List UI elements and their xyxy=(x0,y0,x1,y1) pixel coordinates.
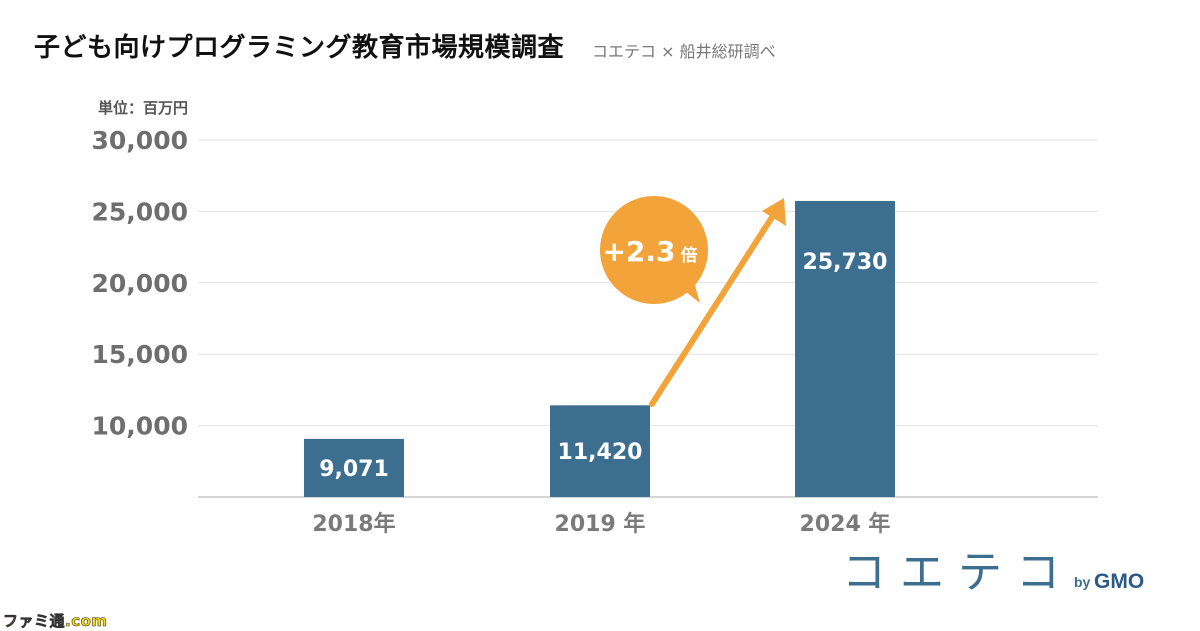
x-tick-label: 2024 年 xyxy=(800,511,891,537)
y-tick-label: 20,000 xyxy=(92,269,188,298)
watermark: ファミ通.com xyxy=(3,612,108,631)
y-tick-label: 15,000 xyxy=(92,340,188,369)
growth-badge xyxy=(600,196,708,304)
bar xyxy=(550,405,650,497)
source-note: コエテコ × 船井総研調べ xyxy=(592,42,776,61)
bar xyxy=(304,438,404,497)
bar-value-label: 11,420 xyxy=(558,440,643,465)
growth-badge-text: +2.3 倍 xyxy=(602,235,697,268)
page-title: 子ども向けプログラミング教育市場規模調査 xyxy=(34,33,565,63)
y-axis-ticks: 10,000 15,000 20,000 25,000 30,000 xyxy=(92,126,188,441)
y-tick-label: 25,000 xyxy=(92,197,188,226)
y-tick-label: 30,000 xyxy=(92,126,188,155)
bar-value-label: 25,730 xyxy=(803,250,888,275)
unit-label: 単位：百万円 xyxy=(98,99,189,117)
bar-value-label: 9,071 xyxy=(319,457,389,482)
growth-suffix: 倍 xyxy=(681,245,698,266)
x-tick-label: 2018年 xyxy=(312,511,395,537)
growth-arrow-head xyxy=(762,198,786,226)
logo-by: by xyxy=(1074,574,1091,590)
x-tick-label: 2019 年 xyxy=(555,511,646,537)
growth-annotation: +2.3 倍 xyxy=(600,196,786,407)
bars: 9,071 11,420 25,730 xyxy=(304,200,895,498)
gmo-logo: GMO xyxy=(1094,570,1145,593)
x-axis-ticks: 2018年 2019 年 2024 年 xyxy=(312,511,890,537)
y-tick-label: 10,000 xyxy=(92,412,188,441)
bar xyxy=(795,200,895,498)
koeteco-logo-text: コエテコ xyxy=(842,547,1074,598)
growth-value: +2.3 xyxy=(602,235,675,268)
growth-arrow-line xyxy=(649,208,779,407)
